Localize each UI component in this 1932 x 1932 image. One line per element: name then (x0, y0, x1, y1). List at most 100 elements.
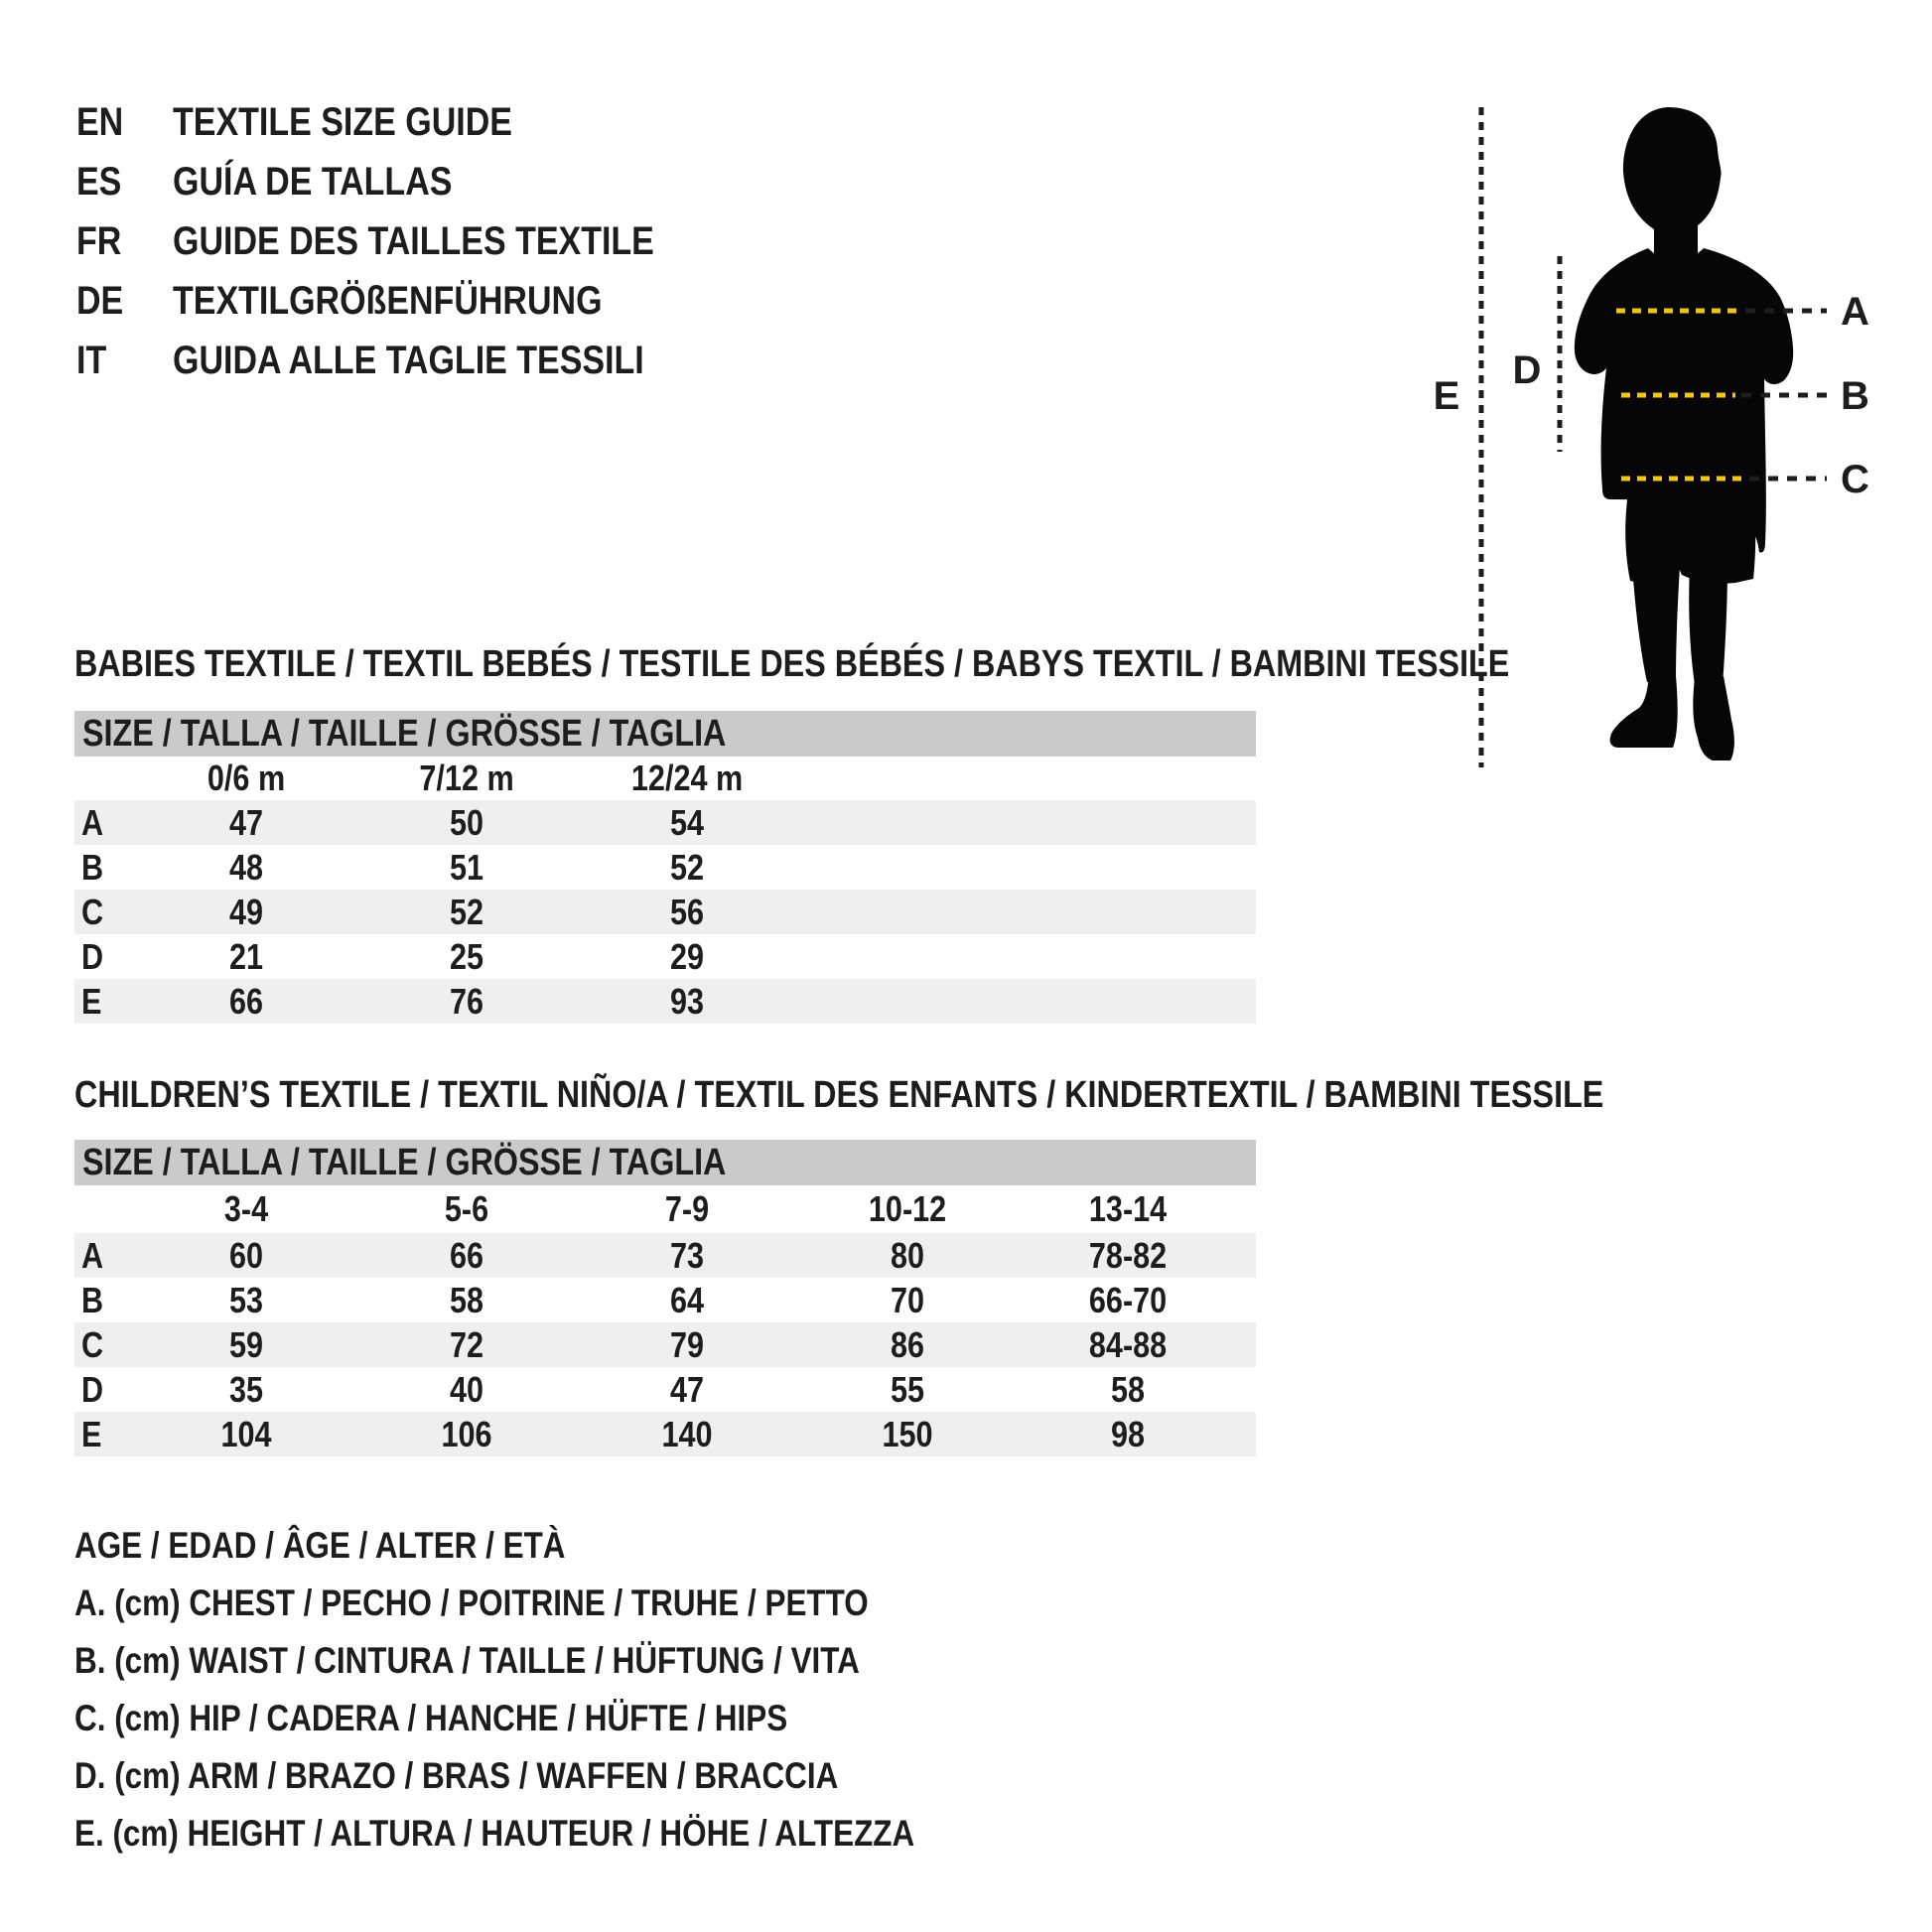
table-cell: 72 (449, 1323, 484, 1365)
table-cell: 49 (228, 891, 264, 932)
table-cell: 86 (890, 1323, 925, 1365)
figure-label-b: B (1841, 374, 1869, 418)
children-table: 3-4 5-6 7-9 10-12 13-14 A 60 66 73 80 78… (74, 1185, 1256, 1456)
table-row: C 49 52 56 (74, 890, 1256, 934)
table-cell: 52 (669, 846, 705, 888)
row-label: E (81, 1413, 102, 1454)
language-code: ES (76, 159, 122, 204)
column-header: 7-9 (664, 1188, 710, 1229)
column-header: 13-14 (1088, 1188, 1168, 1229)
language-code: IT (76, 338, 107, 382)
table-cell: 66 (449, 1234, 484, 1276)
child-silhouette (1574, 107, 1794, 760)
table-cell: 93 (669, 980, 705, 1022)
size-guide-figure: A B C D E (1420, 65, 1932, 799)
legend-line-chest: A. (cm) CHEST / PECHO / POITRINE / TRUHE… (74, 1583, 869, 1623)
babies-column-header-row: 0/6 m 7/12 m 12/24 m (74, 756, 1256, 800)
table-cell: 79 (669, 1323, 705, 1365)
legend-line-waist: B. (cm) WAIST / CINTURA / TAILLE / HÜFTU… (74, 1640, 860, 1681)
row-label: B (81, 846, 104, 888)
language-label: GUIDE DES TAILLES TEXTILE (173, 218, 654, 263)
figure-label-c: C (1841, 458, 1869, 501)
row-label: D (81, 1368, 104, 1410)
language-label: TEXTILE SIZE GUIDE (173, 99, 512, 144)
row-label: C (81, 1323, 104, 1365)
table-row: C 59 72 79 86 84-88 (74, 1322, 1256, 1367)
table-cell: 78-82 (1088, 1234, 1168, 1276)
table-cell: 21 (228, 935, 264, 977)
table-cell: 35 (228, 1368, 264, 1410)
table-cell: 106 (441, 1413, 492, 1454)
table-cell: 53 (228, 1279, 264, 1320)
language-label: GUIDA ALLE TAGLIE TESSILI (173, 338, 644, 382)
table-cell: 70 (890, 1279, 925, 1320)
language-code: DE (76, 278, 124, 323)
table-row: E 104 106 140 150 98 (74, 1412, 1256, 1456)
column-header: 12/24 m (630, 757, 744, 798)
figure-label-d: D (1513, 348, 1542, 392)
language-row-de: DE TEXTILGRÖßENFÜHRUNG (76, 271, 739, 331)
table-cell: 59 (228, 1323, 264, 1365)
table-row: D 21 25 29 (74, 934, 1256, 979)
language-code: FR (76, 218, 122, 263)
row-label: A (81, 1234, 104, 1276)
language-label: GUÍA DE TALLAS (173, 159, 453, 204)
table-cell: 64 (669, 1279, 705, 1320)
child-measurement-diagram: A B C D E (1434, 107, 1869, 767)
table-row: A 60 66 73 80 78-82 (74, 1233, 1256, 1278)
babies-size-header-bar: SIZE / TALLA / TAILLE / GRÖSSE / TAGLIA (74, 711, 1256, 757)
row-label: A (81, 801, 104, 843)
children-section-title: CHILDREN’S TEXTILE / TEXTIL NIÑO/A / TEX… (74, 1073, 1604, 1116)
row-label: D (81, 935, 104, 977)
table-cell: 104 (220, 1413, 272, 1454)
children-size-header-bar: SIZE / TALLA / TAILLE / GRÖSSE / TAGLIA (74, 1140, 1256, 1185)
language-row-en: EN TEXTILE SIZE GUIDE (76, 92, 739, 152)
language-row-fr: FR GUIDE DES TAILLES TEXTILE (76, 211, 739, 271)
table-cell: 56 (669, 891, 705, 932)
figure-label-a: A (1841, 290, 1869, 334)
table-cell: 48 (228, 846, 264, 888)
row-label: C (81, 891, 104, 932)
column-header: 0/6 m (207, 757, 286, 798)
table-cell: 140 (661, 1413, 713, 1454)
table-cell: 54 (669, 801, 705, 843)
column-header: 3-4 (223, 1188, 269, 1229)
table-cell: 51 (449, 846, 484, 888)
legend-line-arm: D. (cm) ARM / BRAZO / BRAS / WAFFEN / BR… (74, 1755, 839, 1796)
children-column-header-row: 3-4 5-6 7-9 10-12 13-14 (74, 1185, 1256, 1233)
babies-section-title: BABIES TEXTILE / TEXTIL BEBÉS / TESTILE … (74, 642, 1510, 685)
table-cell: 40 (449, 1368, 484, 1410)
table-cell: 98 (1110, 1413, 1146, 1454)
column-header: 10-12 (868, 1188, 947, 1229)
table-cell: 76 (449, 980, 484, 1022)
table-cell: 47 (669, 1368, 705, 1410)
table-cell: 80 (890, 1234, 925, 1276)
language-row-it: IT GUIDA ALLE TAGLIE TESSILI (76, 331, 739, 390)
column-header: 5-6 (444, 1188, 489, 1229)
table-cell: 47 (228, 801, 264, 843)
table-row: B 48 51 52 (74, 845, 1256, 890)
table-cell: 52 (449, 891, 484, 932)
row-label: B (81, 1279, 104, 1320)
table-cell: 58 (449, 1279, 484, 1320)
table-cell: 84-88 (1088, 1323, 1168, 1365)
legend-line-height: E. (cm) HEIGHT / ALTURA / HAUTEUR / HÖHE… (74, 1813, 915, 1854)
language-header: EN TEXTILE SIZE GUIDE ES GUÍA DE TALLAS … (76, 92, 739, 390)
table-cell: 73 (669, 1234, 705, 1276)
column-header: 7/12 m (419, 757, 514, 798)
table-row: A 47 50 54 (74, 800, 1256, 845)
legend-line-age: AGE / EDAD / ÂGE / ALTER / ETÀ (74, 1525, 566, 1566)
row-label: E (81, 980, 102, 1022)
table-cell: 60 (228, 1234, 264, 1276)
legend-line-hip: C. (cm) HIP / CADERA / HANCHE / HÜFTE / … (74, 1698, 788, 1738)
table-cell: 66 (228, 980, 264, 1022)
table-cell: 58 (1110, 1368, 1146, 1410)
babies-table: 0/6 m 7/12 m 12/24 m A 47 50 54 B 48 51 … (74, 756, 1256, 1024)
table-cell: 25 (449, 935, 484, 977)
table-row: B 53 58 64 70 66-70 (74, 1278, 1256, 1322)
table-row: E 66 76 93 (74, 979, 1256, 1024)
table-cell: 55 (890, 1368, 925, 1410)
table-cell: 66-70 (1088, 1279, 1168, 1320)
language-row-es: ES GUÍA DE TALLAS (76, 152, 739, 211)
table-cell: 29 (669, 935, 705, 977)
